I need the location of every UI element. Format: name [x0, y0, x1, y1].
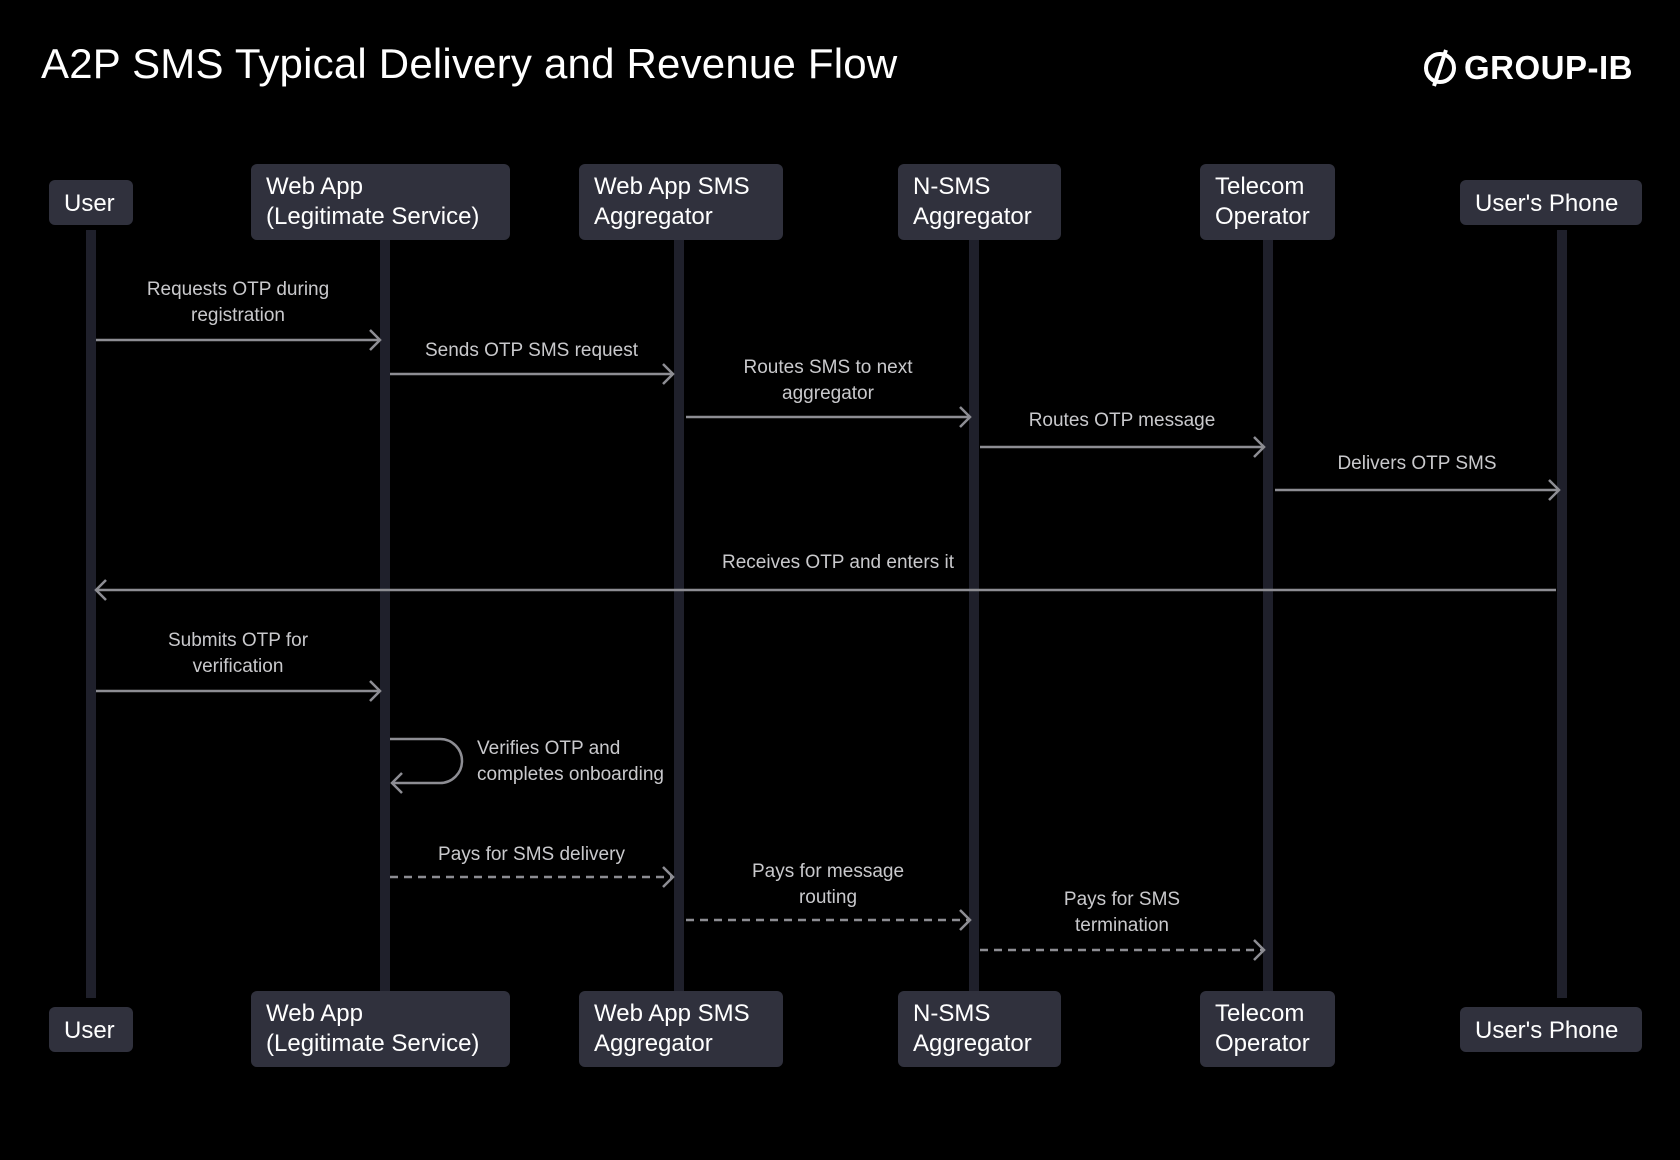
arrowhead-icon [662, 866, 675, 888]
participant-label: N-SMS [913, 173, 990, 200]
arrowhead-icon [1548, 479, 1561, 501]
arrowhead-icon [1253, 939, 1266, 961]
message-label-line2: aggregator [782, 383, 875, 404]
message-submits-otp-for: Submits OTP for verification [96, 630, 382, 702]
participant-box [1200, 164, 1335, 240]
participant-label: Telecom [1215, 1000, 1304, 1027]
participant-label: User's Phone [1475, 190, 1618, 217]
message-label-line2: completes onboarding [477, 764, 664, 785]
participant-label-line2: Aggregator [913, 1030, 1032, 1057]
arrowhead-icon [959, 909, 972, 931]
message-routes-otp-message: Routes OTP message [980, 410, 1266, 458]
participant-box [1460, 1007, 1642, 1052]
participant-box [898, 991, 1061, 1067]
lifeline-web-app-legitimate-service [380, 230, 390, 998]
page-title: A2P SMS Typical Delivery and Revenue Flo… [41, 40, 898, 87]
participant-web-app-legitimate-service-bottom: Web App (Legitimate Service) [251, 991, 510, 1067]
lifeline-web-app-sms-aggregator [674, 230, 684, 998]
participant-telecom-operator-bottom: Telecom Operator [1200, 991, 1335, 1067]
message-label-line2: registration [191, 305, 285, 326]
participant-label: N-SMS [913, 1000, 990, 1027]
lifeline-user [86, 230, 96, 998]
arrowhead-icon [94, 579, 107, 601]
arrowhead-icon [369, 329, 382, 351]
message-delivers-otp-sms: Delivers OTP SMS [1275, 453, 1561, 501]
participant-label: Web App [266, 173, 363, 200]
participant-box [579, 991, 783, 1067]
participant-label-line2: Aggregator [913, 203, 1032, 230]
logo-text: GROUP-IB [1464, 49, 1633, 86]
message-label: Delivers OTP SMS [1337, 453, 1496, 474]
message-pays-for-sms-delivery: Pays for SMS delivery [390, 844, 675, 888]
participant-user-top: User [49, 180, 133, 225]
participant-label-line2: Operator [1215, 203, 1310, 230]
message-verifies-otp-and: Verifies OTP and completes onboarding [390, 737, 664, 794]
arrowhead-icon [390, 772, 403, 794]
participant-user-bottom: User [49, 1007, 133, 1052]
lifeline-n-sms-aggregator [969, 230, 979, 998]
participant-label: Web App [266, 1000, 363, 1027]
message-label: Submits OTP for [168, 630, 309, 651]
participant-n-sms-aggregator-bottom: N-SMS Aggregator [898, 991, 1061, 1067]
message-pays-for-message: Pays for message routing [686, 861, 972, 931]
participant-box [49, 180, 133, 225]
message-label: Receives OTP and enters it [722, 552, 955, 573]
participant-box [251, 991, 510, 1067]
participant-user-s-phone-top: User's Phone [1460, 180, 1642, 225]
message-label: Routes OTP message [1029, 410, 1216, 431]
participant-telecom-operator-top: Telecom Operator [1200, 164, 1335, 240]
group-ib-logo: GROUP-IB [1422, 48, 1633, 88]
message-label: Pays for message [752, 861, 904, 882]
message-label-line2: routing [799, 887, 857, 908]
message-label: Sends OTP SMS request [425, 340, 639, 361]
arrowhead-icon [959, 406, 972, 428]
message-sends-otp-sms-request: Sends OTP SMS request [390, 340, 675, 385]
lifeline-user-s-phone [1557, 230, 1567, 998]
participant-label-line2: (Legitimate Service) [266, 1030, 479, 1057]
message-label: Pays for SMS [1064, 889, 1180, 910]
message-label: Verifies OTP and [477, 738, 620, 759]
self-arrow-line [390, 737, 464, 785]
message-label-line2: termination [1075, 915, 1169, 936]
participant-label-line2: (Legitimate Service) [266, 203, 479, 230]
participant-label-line2: Aggregator [594, 203, 713, 230]
participant-label: Web App SMS [594, 173, 750, 200]
message-routes-sms-to-next: Routes SMS to next aggregator [686, 357, 972, 428]
participant-label-line2: Aggregator [594, 1030, 713, 1057]
arrowhead-icon [1253, 436, 1266, 458]
message-label: Routes SMS to next [744, 357, 914, 378]
participant-box [1460, 180, 1642, 225]
participant-box [898, 164, 1061, 240]
lifeline-telecom-operator [1263, 230, 1273, 998]
participant-label-line2: Operator [1215, 1030, 1310, 1057]
participant-label: Telecom [1215, 173, 1304, 200]
participant-box [251, 164, 510, 240]
message-label-line2: verification [193, 656, 284, 677]
group-ib-logo-icon [1424, 49, 1456, 87]
message-pays-for-sms: Pays for SMS termination [980, 889, 1266, 961]
participant-label: Web App SMS [594, 1000, 750, 1027]
arrowhead-icon [369, 680, 382, 702]
participant-label: User [64, 190, 115, 217]
message-label: Pays for SMS delivery [438, 844, 625, 865]
participant-box [49, 1007, 133, 1052]
participant-label: User [64, 1017, 115, 1044]
participant-box [1200, 991, 1335, 1067]
participant-web-app-sms-aggregator-bottom: Web App SMS Aggregator [579, 991, 783, 1067]
message-requests-otp-during: Requests OTP during registration [96, 279, 382, 351]
participant-box [579, 164, 783, 240]
participant-n-sms-aggregator-top: N-SMS Aggregator [898, 164, 1061, 240]
participant-web-app-sms-aggregator-top: Web App SMS Aggregator [579, 164, 783, 240]
message-receives-otp-and-enters-it: Receives OTP and enters it [94, 552, 1556, 601]
participant-label: User's Phone [1475, 1017, 1618, 1044]
message-label: Requests OTP during [147, 279, 329, 300]
arrowhead-icon [662, 363, 675, 385]
participant-user-s-phone-bottom: User's Phone [1460, 1007, 1642, 1052]
participant-web-app-legitimate-service-top: Web App (Legitimate Service) [251, 164, 510, 240]
